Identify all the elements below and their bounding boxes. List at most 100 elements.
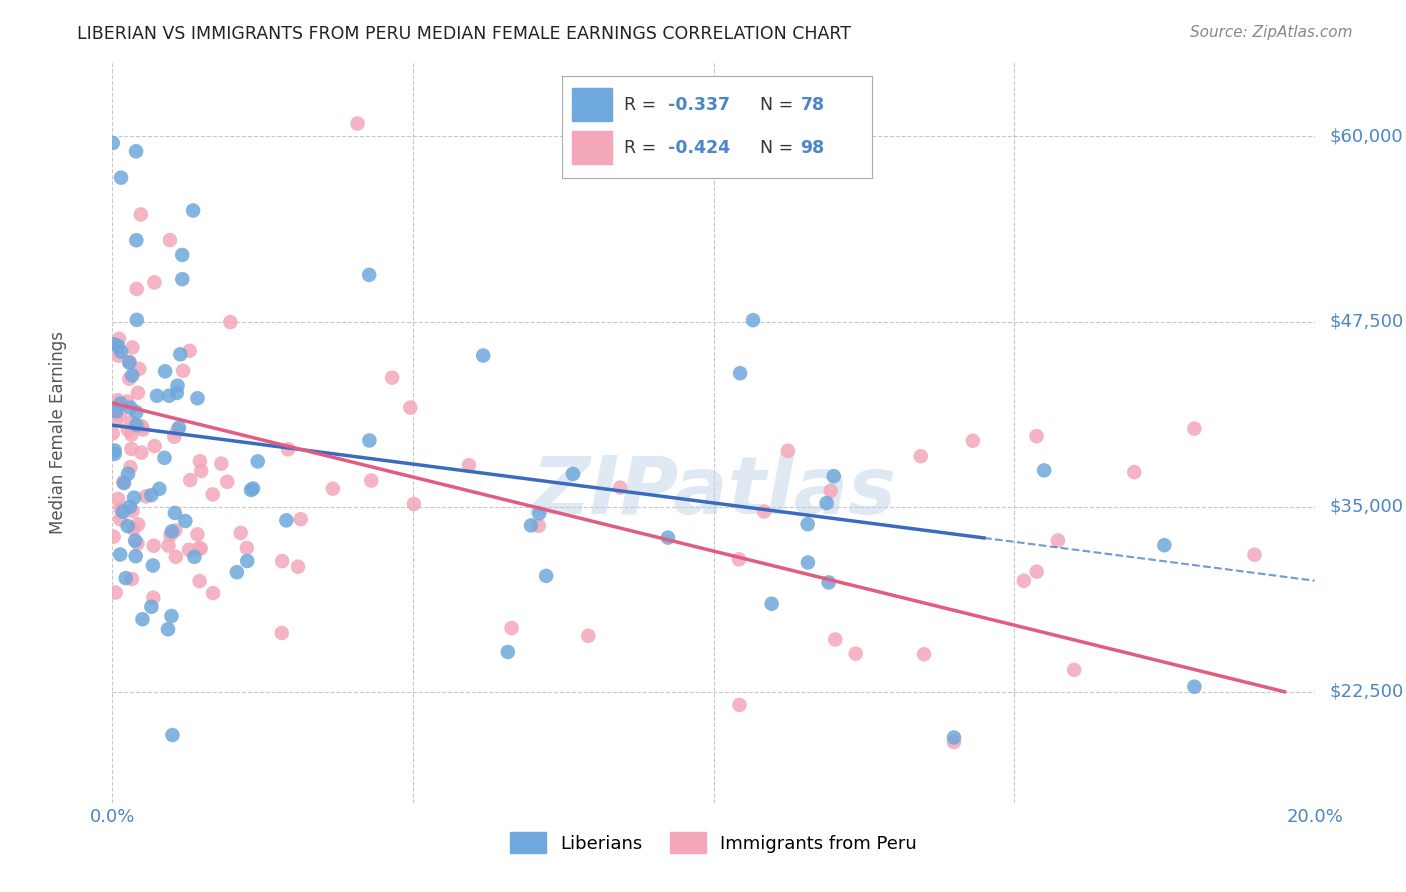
Point (153, 450, 176, 465)
Point (135, 490, 157, 504)
Point (183, 549, 205, 564)
Point (169, 347, 191, 361)
Point (496, 645, 519, 659)
Point (122, 491, 145, 505)
Point (728, 366, 751, 380)
Point (104, 585, 127, 599)
Point (236, 541, 259, 555)
Point (472, 349, 495, 363)
Point (276, 513, 298, 527)
Point (527, 507, 550, 521)
Point (111, 505, 134, 519)
Point (217, 475, 239, 489)
Point (527, 519, 550, 533)
Text: ZIPatlas: ZIPatlas (531, 453, 896, 531)
Point (110, 344, 132, 359)
Point (121, 341, 143, 355)
Point (156, 623, 179, 637)
Point (108, 548, 131, 562)
Point (1184, 422, 1206, 436)
Point (114, 571, 136, 585)
Point (346, 116, 368, 130)
Point (107, 491, 129, 506)
Text: LIBERIAN VS IMMIGRANTS FROM PERU MEDIAN FEMALE EARNINGS CORRELATION CHART: LIBERIAN VS IMMIGRANTS FROM PERU MEDIAN … (77, 25, 851, 43)
Point (240, 483, 263, 497)
Point (107, 393, 129, 408)
Point (174, 514, 197, 528)
Point (1063, 663, 1085, 677)
Point (117, 423, 139, 437)
Point (797, 556, 820, 570)
Point (103, 530, 125, 544)
Point (103, 337, 125, 351)
Point (562, 467, 585, 481)
Text: $47,500: $47,500 (1329, 312, 1403, 331)
Point (820, 483, 842, 498)
Point (124, 533, 146, 548)
Point (166, 378, 188, 392)
Point (163, 506, 186, 520)
Point (179, 473, 201, 487)
Point (817, 575, 839, 590)
Point (165, 524, 187, 538)
Point (120, 401, 142, 415)
Point (165, 549, 187, 564)
Point (172, 364, 194, 378)
Point (143, 276, 166, 290)
Point (104, 443, 127, 458)
Point (823, 469, 845, 483)
Text: N =: N = (761, 95, 799, 113)
Point (101, 426, 124, 441)
Point (271, 554, 294, 568)
Text: 78: 78 (800, 95, 825, 113)
Point (277, 442, 299, 457)
Point (942, 731, 965, 745)
Point (160, 609, 183, 624)
Text: $35,000: $35,000 (1329, 498, 1403, 516)
Point (108, 332, 131, 346)
Point (287, 559, 309, 574)
Point (112, 475, 135, 490)
Point (148, 482, 170, 496)
Point (399, 401, 422, 415)
Point (520, 518, 543, 533)
Point (177, 542, 200, 557)
Point (118, 355, 141, 369)
Point (131, 612, 153, 626)
Point (141, 488, 163, 502)
Point (1184, 680, 1206, 694)
Point (104, 404, 127, 418)
Point (127, 536, 149, 550)
Point (125, 233, 148, 247)
Point (157, 539, 180, 553)
Point (107, 349, 129, 363)
Point (776, 443, 799, 458)
Point (201, 487, 224, 501)
Text: Median Female Earnings: Median Female Earnings (49, 331, 67, 534)
Point (163, 430, 186, 444)
Point (761, 597, 783, 611)
Text: $60,000: $60,000 (1329, 128, 1403, 145)
Point (110, 501, 132, 516)
Point (166, 423, 188, 437)
Point (209, 457, 232, 471)
Point (162, 728, 184, 742)
Point (1243, 548, 1265, 562)
Point (728, 552, 751, 566)
Point (142, 539, 165, 553)
Point (188, 574, 211, 588)
Point (131, 419, 153, 434)
Point (115, 394, 138, 409)
Point (910, 450, 932, 464)
Point (752, 504, 775, 518)
Point (105, 413, 128, 427)
Point (186, 527, 208, 541)
Point (229, 525, 252, 540)
Point (1012, 574, 1035, 588)
Point (242, 482, 264, 496)
Point (157, 389, 180, 403)
Point (1025, 429, 1047, 443)
Point (160, 524, 183, 539)
Text: N =: N = (761, 138, 799, 157)
Point (1153, 538, 1175, 552)
